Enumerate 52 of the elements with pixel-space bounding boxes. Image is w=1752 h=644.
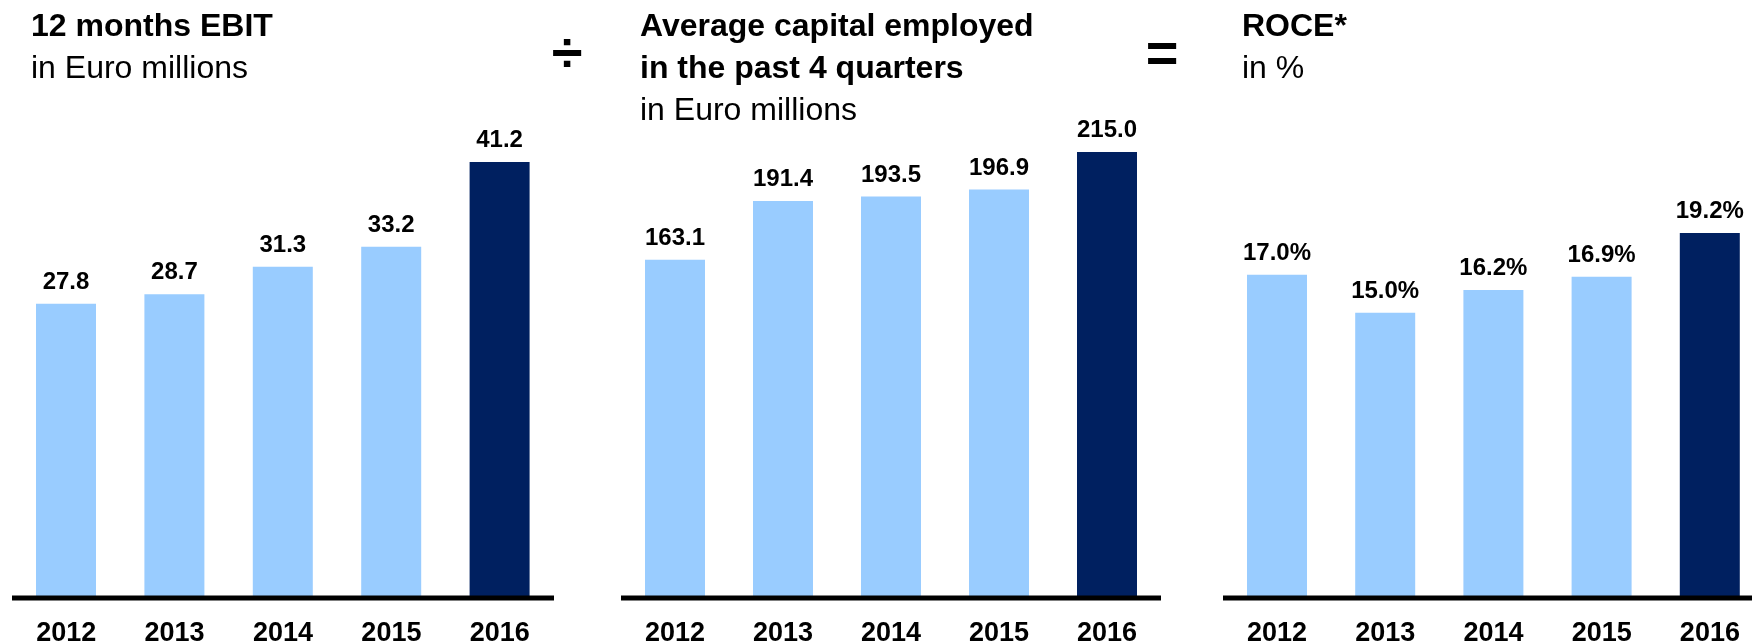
data-label: 191.4: [752, 163, 814, 191]
bar: [469, 162, 530, 598]
data-label: 41.2: [476, 125, 523, 152]
bar: [753, 200, 813, 598]
data-label: 16.2%: [1459, 253, 1528, 281]
bar: [252, 266, 313, 598]
bar: [861, 196, 921, 598]
x-tick-label: 2015: [968, 617, 1030, 644]
x-tick-label: 2013: [144, 617, 205, 644]
chart-subtitle: in %: [1242, 48, 1306, 87]
x-tick-label: 2015: [1571, 617, 1632, 644]
data-label: 27.8: [42, 266, 90, 294]
bar: [645, 259, 705, 598]
x-tick-label: 2012: [36, 617, 97, 644]
bar: [1571, 276, 1632, 598]
bar: [969, 189, 1029, 598]
x-tick-label: 2014: [1463, 617, 1524, 644]
data-label: 215.0: [1076, 115, 1138, 142]
x-tick-label: 2016: [1076, 617, 1138, 644]
text: ÷: [551, 21, 583, 84]
data-label: 28.7: [151, 257, 198, 285]
x-tick-label: 2014: [252, 617, 314, 644]
text: =: [1145, 21, 1179, 84]
data-label: 163.1: [644, 222, 706, 250]
x-tick-label: 2014: [860, 617, 922, 644]
data-label: 196.9: [968, 152, 1030, 180]
x-tick-label: 2012: [1247, 617, 1308, 644]
x-tick-label: 2015: [361, 617, 422, 644]
bar: [144, 294, 205, 598]
x-tick-label: 2016: [1679, 617, 1740, 644]
bar: [361, 246, 422, 598]
chart-subtitle: in Euro millions: [31, 48, 249, 87]
chart-title: ROCE*: [1242, 6, 1348, 45]
x-tick-label: 2012: [644, 617, 706, 644]
data-label: 33.2: [367, 209, 415, 237]
chart-subtitle: in Euro millions: [640, 90, 858, 129]
data-label: 16.9%: [1567, 239, 1636, 267]
data-label: 15.0%: [1351, 275, 1420, 303]
bar: [36, 303, 96, 598]
data-label: 17.0%: [1242, 237, 1312, 265]
bar: [1077, 152, 1137, 598]
bar: [1355, 312, 1416, 598]
bar: [1247, 274, 1307, 598]
data-label: 31.3: [259, 229, 307, 257]
bar: [1679, 233, 1740, 598]
x-tick-label: 2013: [1355, 617, 1416, 644]
data-label: 193.5: [860, 159, 922, 187]
bar: [1463, 290, 1524, 598]
x-tick-label: 2013: [752, 617, 814, 644]
chart-title: 12 months EBIT: [31, 6, 274, 45]
data-label: 19.2%: [1675, 196, 1744, 223]
x-tick-label: 2016: [469, 617, 530, 644]
